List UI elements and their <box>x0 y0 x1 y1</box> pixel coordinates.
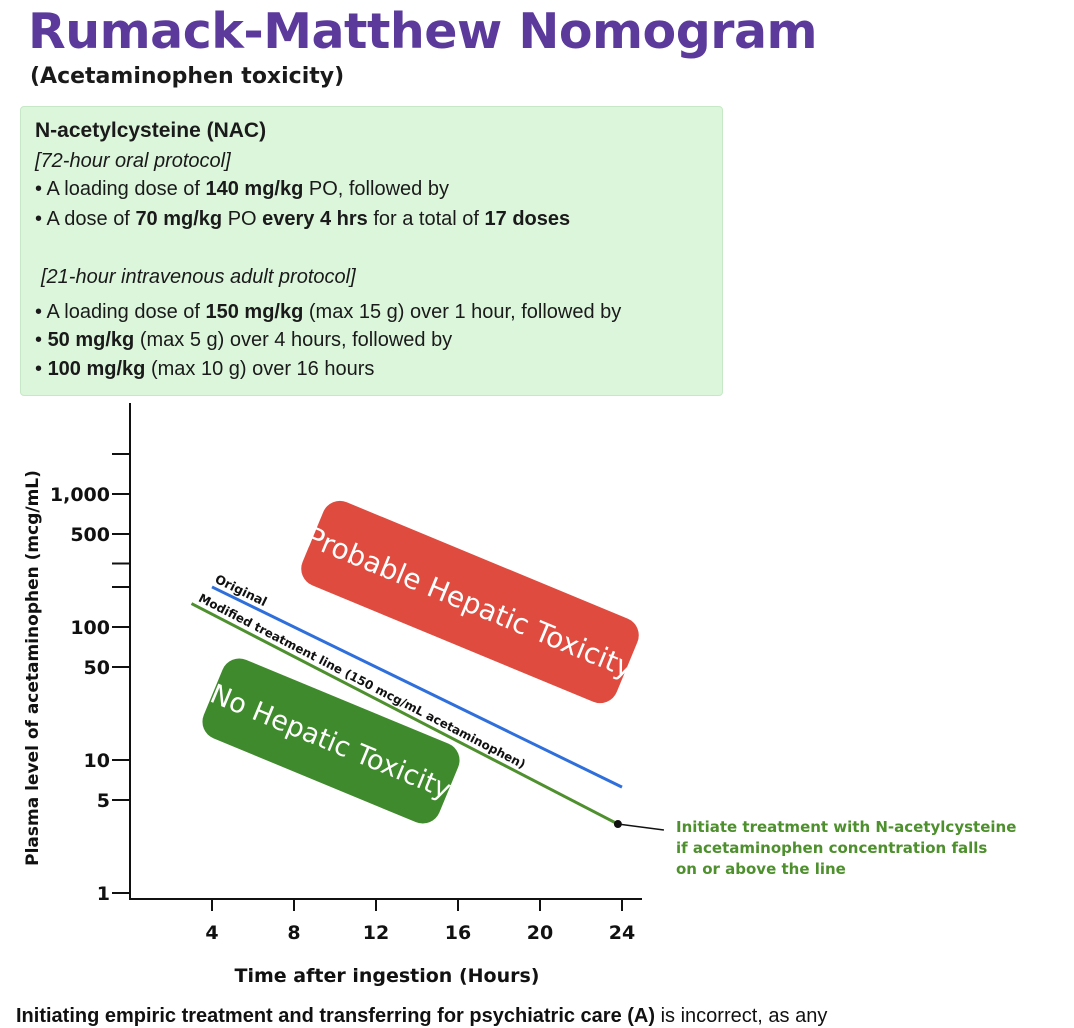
text-segment-1: (max 5 g) over 4 hours, followed by <box>134 329 453 351</box>
annotation-point <box>613 820 622 829</box>
text-segment-0: A loading dose of <box>46 301 206 323</box>
bold-segment-1: 150 mg/kg <box>205 301 304 323</box>
x-tick-label: 20 <box>527 922 553 944</box>
text-segment-2: (max 15 g) over 1 hour, followed by <box>303 301 622 323</box>
iv-line-2: 50 mg/kg (max 5 g) over 4 hours, followe… <box>35 329 453 352</box>
text-segment-4: for a total of <box>367 208 485 230</box>
annotation-line: Initiate treatment with N-acetylcysteine <box>676 818 1016 836</box>
treatment-annotation: Initiate treatment with N-acetylcysteine… <box>613 818 1016 878</box>
x-tick-label: 12 <box>363 922 389 944</box>
oral-line-1: A loading dose of 140 mg/kg PO, followed… <box>35 178 449 201</box>
bold-segment-0: 50 mg/kg <box>47 329 135 351</box>
nac-protocol-box: N-acetylcysteine (NAC) [72-hour oral pro… <box>20 106 723 396</box>
x-tick-label: 8 <box>287 922 300 944</box>
y-tick-label: 500 <box>70 524 110 546</box>
bold-segment-1: 140 mg/kg <box>205 178 304 200</box>
text-segment-2: PO, followed by <box>303 178 449 200</box>
region-box <box>301 500 639 704</box>
nac-heading: N-acetylcysteine (NAC) <box>35 119 267 142</box>
y-axis-label: Plasma level of acetaminophen (mcg/mL) <box>23 470 43 866</box>
page-title: Rumack-Matthew Nomogram <box>28 3 818 60</box>
x-tick-label: 4 <box>205 922 218 944</box>
bold-segment-1: 70 mg/kg <box>135 208 223 230</box>
nomogram-chart: 1 5 10 50 100 500 1,000 4 8 12 16 20 24 Time after in… <box>23 403 1016 987</box>
original-line <box>211 585 623 789</box>
x-tick-label: 24 <box>609 922 635 944</box>
text-segment-1: (max 10 g) over 16 hours <box>145 358 375 380</box>
text-segment-2: PO <box>222 208 263 230</box>
y-tick-label: 100 <box>70 617 110 639</box>
oral-line-2: A dose of 70 mg/kg PO every 4 hrs for a … <box>35 208 570 231</box>
bold-segment-0: 100 mg/kg <box>47 358 146 380</box>
iv-line-3: 100 mg/kg (max 10 g) over 16 hours <box>35 358 375 381</box>
annotation-line: on or above the line <box>676 860 846 878</box>
page-subtitle: (Acetaminophen toxicity) <box>30 64 345 89</box>
explanation-rest: is incorrect, as any <box>655 1005 828 1027</box>
x-axis-label: Time after ingestion (Hours) <box>235 965 540 987</box>
annotation-leader <box>617 823 664 831</box>
y-tick-label: 1,000 <box>50 484 110 506</box>
modified-treatment-line <box>190 602 619 826</box>
region-box <box>202 658 460 824</box>
bold-segment-3: every 4 hrs <box>262 208 368 230</box>
y-tick-label: 50 <box>84 657 110 679</box>
text-segment-0: A dose of <box>46 208 136 230</box>
explanation-bold: Initiating empiric treatment and transfe… <box>16 1005 656 1027</box>
explanation-text: Initiating empiric treatment and transfe… <box>16 1005 827 1028</box>
no-toxicity-region: No Hepatic Toxicity <box>202 658 460 824</box>
text-segment-0: A loading dose of <box>46 178 206 200</box>
y-tick-label: 10 <box>84 750 110 772</box>
bold-segment-5: 17 doses <box>484 208 571 230</box>
chart-axes: 1 5 10 50 100 500 1,000 4 8 12 16 20 24 Time after in… <box>23 403 642 987</box>
y-tick-label: 5 <box>97 790 110 812</box>
oral-protocol-label: [72-hour oral protocol] <box>35 150 231 172</box>
x-tick-label: 16 <box>445 922 471 944</box>
iv-line-1: A loading dose of 150 mg/kg (max 15 g) o… <box>35 301 621 324</box>
annotation-line: if acetaminophen concentration falls <box>676 839 987 857</box>
y-tick-label: 1 <box>97 883 110 905</box>
iv-protocol-label: [21-hour intravenous adult protocol] <box>41 266 356 288</box>
